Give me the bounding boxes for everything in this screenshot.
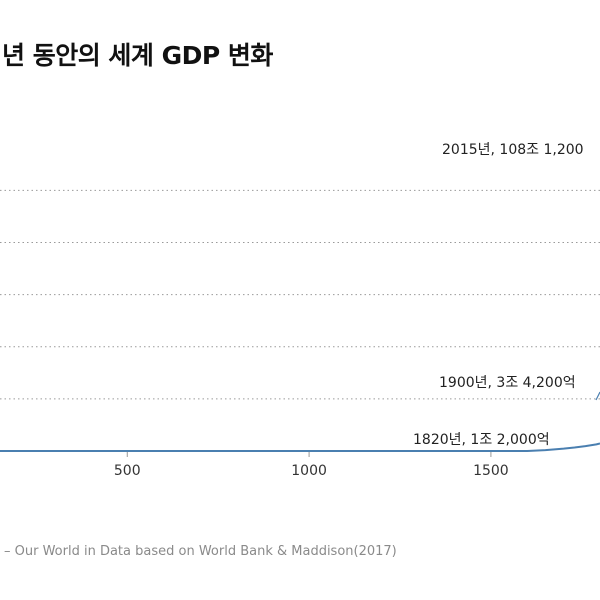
gridlines (0, 189, 600, 400)
series-layer (0, 442, 600, 452)
annotations: 2015년, 108조 1,200 1900년, 3조 4,200억 1820년… (413, 142, 600, 448)
x-tick-label-0: 500 (114, 463, 141, 479)
chart-title: 년 동안의 세계 GDP 변화 (2, 41, 273, 70)
x-axis: 500 1000 1500 (114, 451, 509, 479)
source-note: – Our World in Data based on World Bank … (4, 544, 397, 559)
annotation-1820: 1820년, 1조 2,000억 (413, 432, 550, 448)
x-tick-label-2: 1500 (473, 463, 509, 479)
annotation-1900-leader (595, 391, 600, 401)
series-line-0 (0, 442, 600, 452)
annotation-2015: 2015년, 108조 1,200 (442, 142, 584, 158)
x-tick-label-1: 1000 (291, 463, 327, 479)
annotation-1900: 1900년, 3조 4,200억 (439, 375, 576, 391)
